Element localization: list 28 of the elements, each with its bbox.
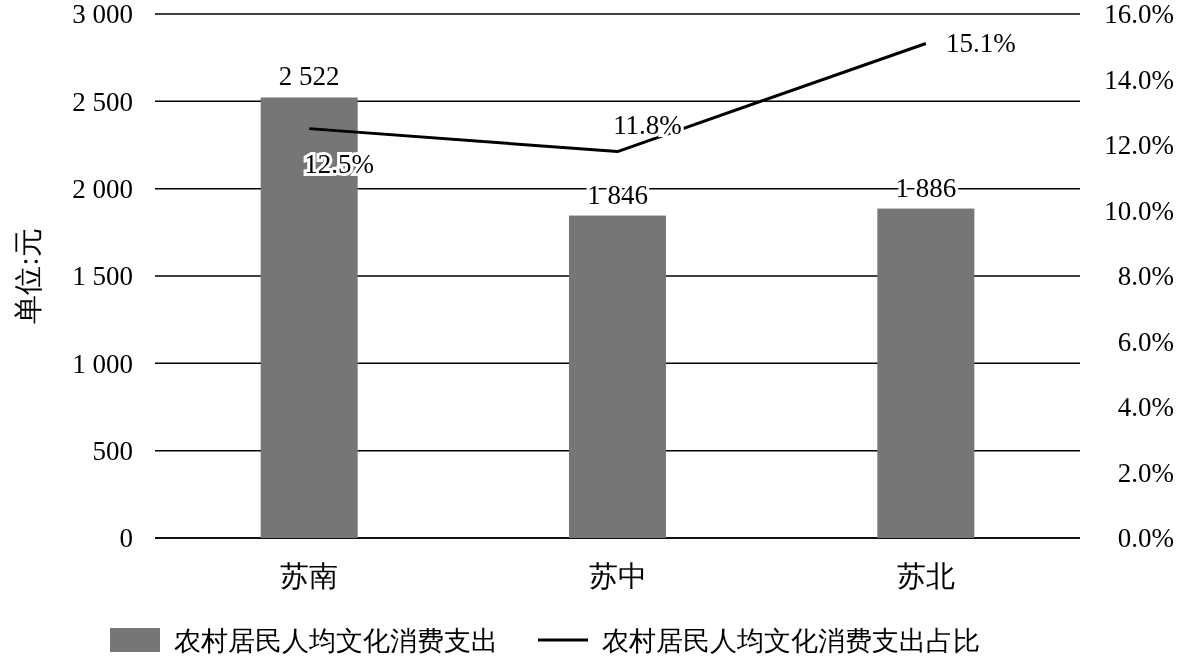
- y2-tick-label: 8.0%: [1117, 261, 1174, 292]
- y-axis-title: 单位:元: [12, 228, 44, 324]
- y-tick-label: 3 000: [72, 0, 133, 30]
- y2-tick-label: 2.0%: [1117, 457, 1174, 488]
- y2-tick-label: 0.0%: [1117, 523, 1174, 554]
- y-tick-label: 2 500: [72, 86, 133, 117]
- data-label: 1 846: [587, 179, 648, 210]
- data-label: 15.1%: [945, 28, 1016, 59]
- x-tick-label: 苏南: [280, 560, 339, 592]
- bar: [877, 208, 975, 538]
- data-label: 2 522: [278, 61, 340, 92]
- bar: [569, 215, 666, 538]
- y-tick-label: 0: [119, 523, 133, 554]
- legend-label: 农村居民人均文化消费支出占比: [602, 626, 980, 656]
- y-tick-label: 500: [92, 436, 133, 467]
- legend-label: 农村居民人均文化消费支出: [174, 626, 498, 656]
- y-tick-label: 1 000: [72, 348, 133, 379]
- y2-tick-label: 6.0%: [1117, 326, 1174, 357]
- y-tick-label: 1 500: [72, 261, 133, 292]
- y2-tick-label: 16.0%: [1104, 0, 1174, 30]
- y2-tick-label: 4.0%: [1117, 392, 1174, 423]
- data-label: 11.8%: [613, 109, 682, 140]
- y-tick-label: 2 000: [72, 174, 133, 205]
- x-tick-label: 苏中: [588, 560, 647, 592]
- y2-tick-label: 12.0%: [1104, 130, 1174, 161]
- x-tick-label: 苏北: [896, 560, 955, 592]
- y2-tick-label: 10.0%: [1104, 195, 1174, 226]
- y2-tick-label: 14.0%: [1104, 64, 1174, 95]
